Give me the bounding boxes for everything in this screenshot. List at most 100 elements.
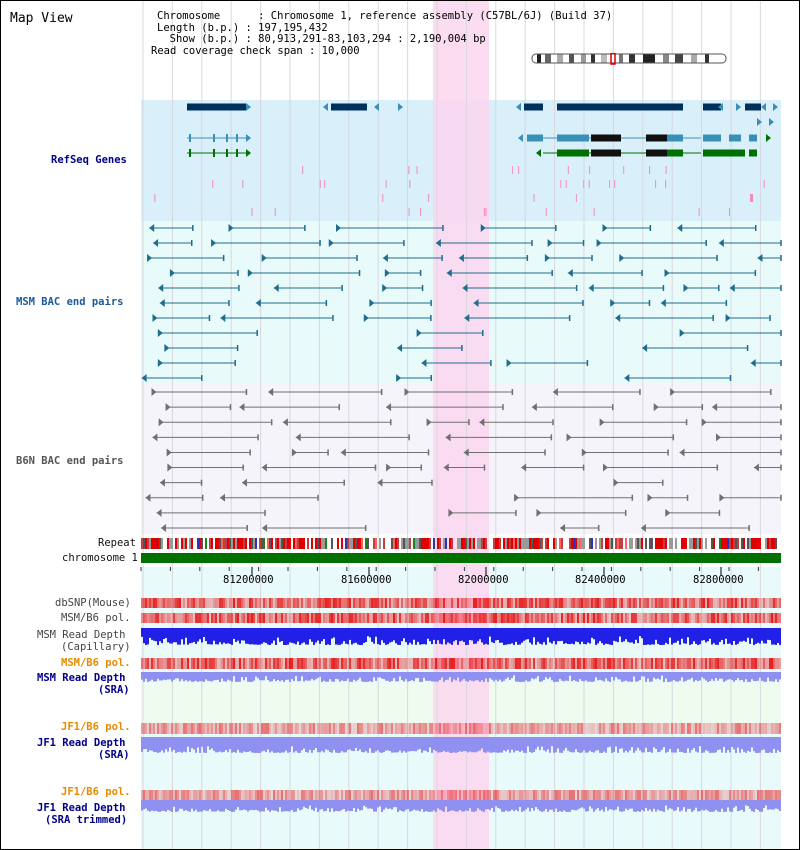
heat-cell [469,598,471,608]
chromosome-label: chromosome 1 [62,552,138,564]
heat-cell [531,790,533,801]
heat-cell [377,790,379,801]
depth-bar [501,737,503,753]
heat-cell [641,613,643,623]
heat-cell [625,598,627,608]
depth-bar [373,628,375,644]
depth-bar [685,628,687,644]
depth-bar [493,737,495,753]
heat-cell [563,658,565,669]
depth-bar [589,737,591,751]
heat-cell [359,723,361,734]
heat-cell [471,613,473,623]
depth-bar [199,800,201,812]
depth-bar [189,628,191,644]
heat-cell [431,658,433,669]
heat-cell [241,723,243,734]
selected-region-highlight[interactable] [433,1,489,849]
depth-bar [569,737,571,752]
msm-bac-label[interactable]: MSM BAC end pairs [16,296,124,308]
depth-bar [765,672,767,682]
snp-mark [583,180,585,188]
heat-cell [677,658,679,669]
depth-bar [559,737,561,753]
heat-cell [377,613,379,623]
depth-bar [737,672,739,679]
heat-cell [241,790,243,801]
refseq-genes-label[interactable]: RefSeq Genes [51,154,127,166]
heat-cell [391,613,393,623]
repeat-mark [519,538,521,549]
depth-bar [555,628,557,645]
repeat-mark [191,538,193,549]
depth-bar [439,737,441,753]
heat-cell [531,723,533,734]
depth-bar [421,737,423,753]
heat-cell [753,658,755,669]
heat-cell [369,790,371,801]
depth-bar [369,737,371,749]
heat-cell [553,613,555,623]
heat-cell [647,790,649,801]
heat-cell [657,613,659,623]
depth-bar [307,672,309,681]
chromosome-ideogram[interactable] [529,53,729,65]
repeat-mark [459,538,461,549]
depth-bar [277,737,279,753]
heat-cell [491,613,493,623]
heat-cell [285,613,287,623]
depth-bar [503,737,505,751]
heat-cell [201,723,203,734]
jf1-read-depth-trimmed-label: JF1 Read Depth [37,802,126,814]
b6n-bac-label[interactable]: B6N BAC end pairs [16,455,124,467]
heat-cell [145,598,147,608]
gene-arrow [757,118,762,126]
depth-bar [525,672,527,681]
heat-cell [211,613,213,623]
heat-cell [193,790,195,801]
depth-bar [325,800,327,811]
heat-cell [573,790,575,801]
heat-cell [773,658,775,669]
heat-cell [495,598,497,608]
heat-cell [543,598,545,608]
depth-bar [417,737,419,750]
depth-bar [659,672,661,680]
depth-bar [729,628,731,644]
heat-cell [441,658,443,669]
heat-cell [341,598,343,608]
heat-cell [435,658,437,669]
heat-cell [537,658,539,669]
heat-cell [529,790,531,801]
gene-arrow [219,493,225,502]
heat-cell [599,613,601,623]
depth-bar [637,737,639,748]
heat-cell [177,598,179,608]
depth-bar [431,672,433,682]
depth-bar [355,628,357,643]
heat-cell [427,723,429,734]
depth-bar [547,672,549,679]
heat-cell [313,613,315,623]
depth-bar [183,628,185,645]
heat-cell [371,598,373,608]
heat-cell [373,658,375,669]
depth-bar [517,628,519,645]
depth-bar [157,800,159,812]
heat-cell [657,723,659,734]
repeat-mark [285,538,287,549]
depth-bar [189,672,191,681]
heat-cell [767,723,769,734]
depth-bar [471,800,473,812]
heat-cell [543,613,545,623]
heat-cell [467,613,469,623]
depth-bar [453,672,455,680]
depth-bar [557,737,559,749]
heat-cell [339,658,341,669]
heat-cell [489,723,491,734]
heat-cell [323,723,325,734]
heat-cell [725,613,727,623]
heat-cell [323,598,325,608]
heat-cell [415,790,417,801]
